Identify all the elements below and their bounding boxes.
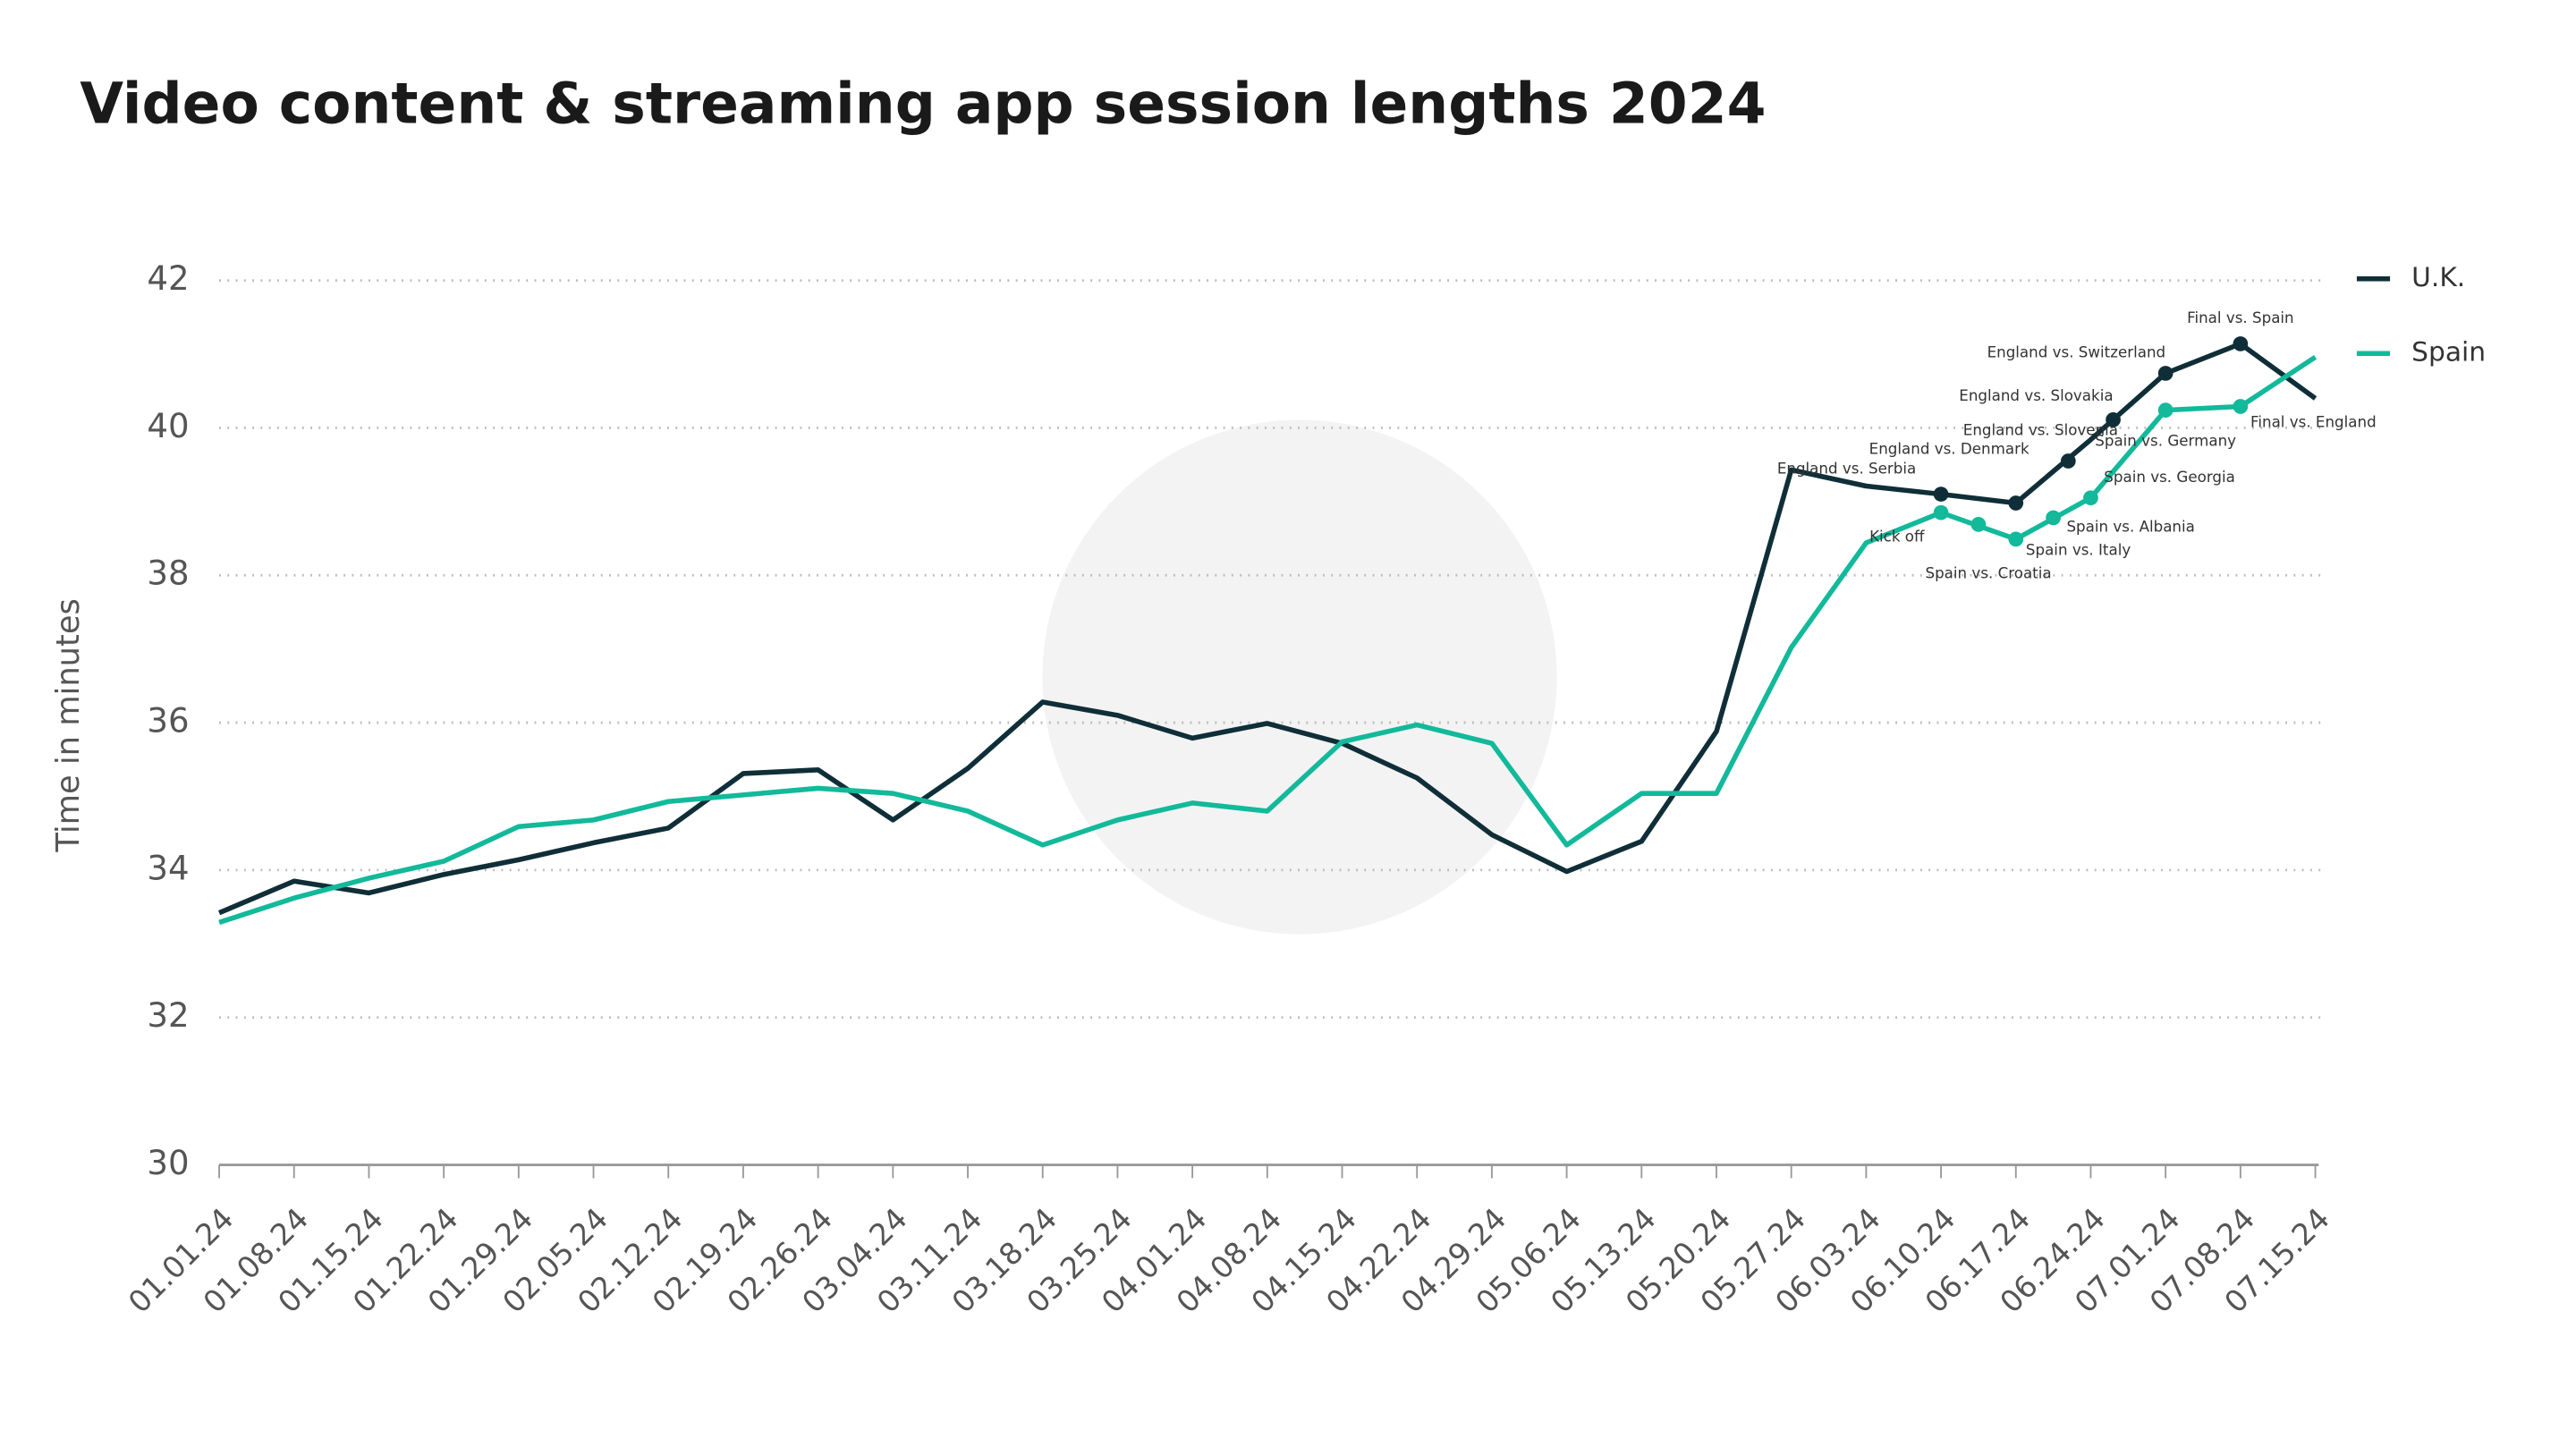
y-tick-label: 40: [147, 407, 189, 445]
annotation-label: Final vs. England: [2250, 414, 2377, 431]
annotation-label: England vs. Slovenia: [1963, 422, 2118, 439]
y-tick-label: 42: [147, 259, 189, 298]
annotation-marker: [2233, 399, 2249, 414]
annotation-marker: [2083, 490, 2098, 506]
y-tick-label: 30: [147, 1144, 189, 1182]
annotation-label: Spain vs. Albania: [2066, 519, 2194, 536]
y-tick-label: 36: [147, 702, 189, 740]
y-axis-label: Time in minutes: [50, 598, 87, 853]
annotation-marker: [1933, 504, 1949, 520]
chart-title: Video content & streaming app session le…: [80, 71, 1766, 137]
annotation-marker: [1970, 517, 1987, 532]
annotation-label: Final vs. Spain: [2187, 309, 2294, 326]
y-tick-label: 38: [147, 554, 189, 593]
annotation-label: Spain vs. Georgia: [2104, 469, 2235, 486]
y-tick-label: 34: [147, 849, 189, 887]
annotation-marker: [2157, 402, 2174, 418]
legend-label: U.K.: [2411, 261, 2465, 292]
annotation-marker: [2008, 531, 2024, 547]
legend-label: Spain: [2411, 336, 2486, 368]
line-series: [217, 341, 2318, 916]
annotation-marker: [1933, 487, 1949, 502]
annotation-marker: [2046, 510, 2061, 526]
line-series: [218, 354, 2318, 926]
annotation-label: Kick off: [1869, 529, 1925, 546]
annotation-label: Spain vs. Croatia: [1926, 565, 2052, 582]
y-tick-label: 32: [147, 996, 189, 1035]
annotation-label: England vs. Denmark: [1869, 441, 2029, 458]
annotation-marker: [2233, 336, 2249, 351]
annotation-label: Spain vs. Germany: [2095, 432, 2236, 449]
annotation-label: England vs. Switzerland: [1987, 344, 2166, 361]
annotation-marker: [2061, 453, 2076, 469]
annotation-label: England vs. Serbia: [1777, 460, 1916, 477]
annotation-label: England vs. Slovakia: [1959, 387, 2113, 404]
annotation-label: Spain vs. Italy: [2026, 541, 2131, 558]
annotation-marker: [2008, 495, 2024, 511]
watermark: [1042, 419, 1557, 935]
annotation-marker: [2106, 411, 2121, 427]
annotation-marker: [2157, 366, 2174, 381]
